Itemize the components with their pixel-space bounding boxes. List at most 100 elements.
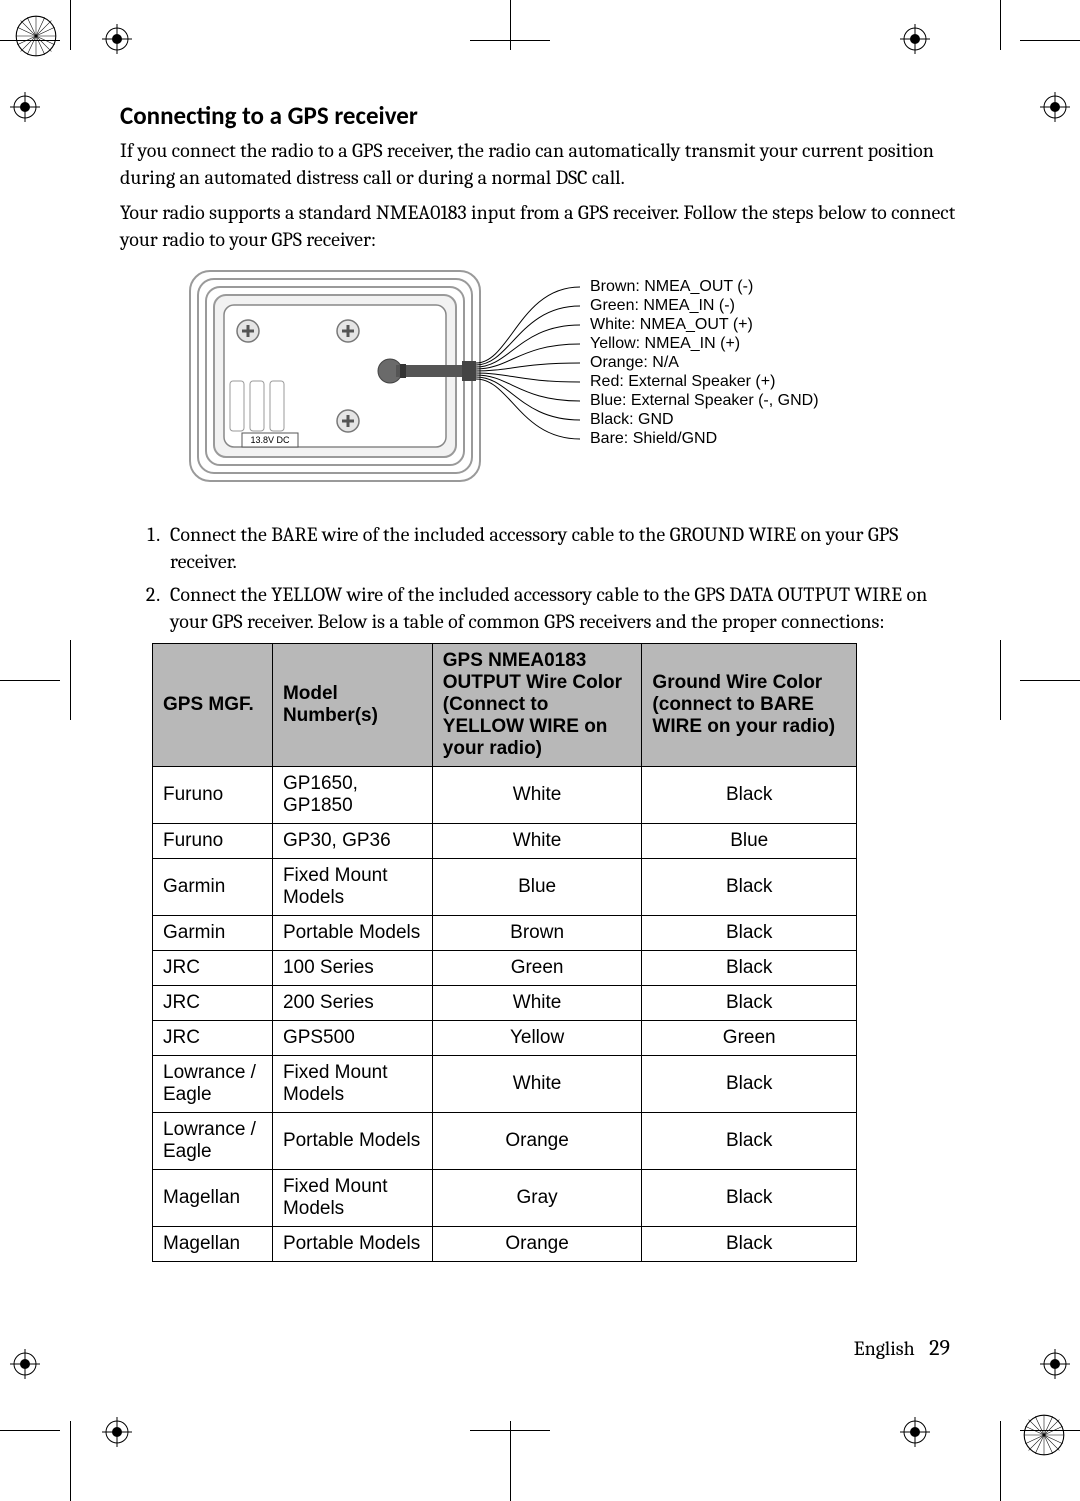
wire-label: Red: External Speaker (+) (590, 373, 775, 390)
registration-mark-icon (10, 1349, 40, 1379)
wire-label: Orange: N/A (590, 354, 679, 371)
table-cell: Black (642, 986, 857, 1021)
table-cell: Orange (432, 1227, 642, 1262)
registration-mark-icon (1040, 92, 1070, 122)
table-row: JRCGPS500YellowGreen (153, 1021, 857, 1056)
table-cell: Black (642, 1056, 857, 1113)
gps-wire-table: GPS MGF. Model Number(s) GPS NMEA0183 OU… (152, 643, 857, 1262)
table-cell: Lowrance / Eagle (153, 1113, 273, 1170)
wire-label: Brown: NMEA_OUT (-) (590, 278, 753, 295)
step-item: Connect the YELLOW wire of the included … (164, 581, 960, 635)
table-cell: Blue (642, 824, 857, 859)
step-item: Connect the BARE wire of the included ac… (164, 521, 960, 575)
table-header: GPS NMEA0183 OUTPUT Wire Color (Connect … (432, 644, 642, 767)
wire-label: Bare: Shield/GND (590, 430, 717, 447)
crop-mark-icon (470, 1430, 550, 1431)
corner-ornament-icon (14, 14, 58, 58)
crop-mark-icon (1000, 640, 1001, 720)
table-cell: Garmin (153, 916, 273, 951)
table-cell: 100 Series (272, 951, 432, 986)
intro-paragraph-1: If you connect the radio to a GPS receiv… (120, 137, 960, 191)
table-cell: Lowrance / Eagle (153, 1056, 273, 1113)
crop-mark-icon (0, 40, 60, 41)
section-title: Connecting to a GPS receiver (120, 100, 960, 131)
table-header-row: GPS MGF. Model Number(s) GPS NMEA0183 OU… (153, 644, 857, 767)
crop-mark-icon (510, 0, 511, 50)
table-cell: Furuno (153, 767, 273, 824)
table-row: FurunoGP1650, GP1850WhiteBlack (153, 767, 857, 824)
table-cell: Brown (432, 916, 642, 951)
page-footer: English 29 (854, 1335, 950, 1361)
table-cell: Blue (432, 859, 642, 916)
registration-mark-icon (1040, 1349, 1070, 1379)
table-cell: Gray (432, 1170, 642, 1227)
table-cell: Black (642, 1113, 857, 1170)
table-row: JRC200 SeriesWhiteBlack (153, 986, 857, 1021)
table-header: GPS MGF. (153, 644, 273, 767)
table-cell: Fixed Mount Models (272, 859, 432, 916)
table-cell: Black (642, 767, 857, 824)
registration-mark-icon (102, 24, 132, 54)
table-cell: Black (642, 1170, 857, 1227)
wire-label: Green: NMEA_IN (-) (590, 297, 735, 314)
crop-mark-icon (1020, 680, 1080, 681)
wire-label: Blue: External Speaker (-, GND) (590, 392, 819, 409)
step-list: Connect the BARE wire of the included ac… (120, 521, 960, 635)
crop-mark-icon (0, 680, 60, 681)
crop-mark-icon (70, 640, 71, 720)
table-cell: White (432, 986, 642, 1021)
crop-mark-icon (1000, 0, 1001, 50)
table-row: JRC100 SeriesGreenBlack (153, 951, 857, 986)
crop-mark-icon (70, 1421, 71, 1501)
crop-mark-icon (1000, 1421, 1001, 1501)
table-cell: GPS500 (272, 1021, 432, 1056)
table-cell: GP1650, GP1850 (272, 767, 432, 824)
table-cell: GP30, GP36 (272, 824, 432, 859)
crop-mark-icon (0, 1430, 60, 1431)
table-cell: JRC (153, 951, 273, 986)
table-header: Ground Wire Color (connect to BARE WIRE … (642, 644, 857, 767)
table-cell: Portable Models (272, 1227, 432, 1262)
footer-page-number: 29 (929, 1335, 950, 1361)
crop-mark-icon (70, 0, 71, 50)
table-cell: Green (642, 1021, 857, 1056)
wiring-diagram: 13.8V DC Brown: NMEA_OUT (-) Green: NMEA… (180, 261, 900, 491)
table-cell: White (432, 824, 642, 859)
corner-ornament-icon (1022, 1413, 1066, 1457)
table-row: GarminFixed Mount ModelsBlueBlack (153, 859, 857, 916)
page: Connecting to a GPS receiver If you conn… (0, 0, 1080, 1471)
intro-paragraph-2: Your radio supports a standard NMEA0183 … (120, 199, 960, 253)
crop-mark-icon (470, 40, 550, 41)
crop-mark-icon (510, 1421, 511, 1501)
table-cell: White (432, 1056, 642, 1113)
table-cell: Furuno (153, 824, 273, 859)
wire-label: Black: GND (590, 411, 674, 428)
registration-mark-icon (900, 1417, 930, 1447)
dc-label: 13.8V DC (250, 435, 290, 445)
table-row: MagellanFixed Mount ModelsGrayBlack (153, 1170, 857, 1227)
table-row: MagellanPortable ModelsOrangeBlack (153, 1227, 857, 1262)
wire-label: Yellow: NMEA_IN (+) (590, 335, 740, 352)
table-cell: Orange (432, 1113, 642, 1170)
table-cell: Magellan (153, 1170, 273, 1227)
table-cell: Magellan (153, 1227, 273, 1262)
table-cell: Fixed Mount Models (272, 1170, 432, 1227)
table-cell: Fixed Mount Models (272, 1056, 432, 1113)
registration-mark-icon (900, 24, 930, 54)
table-cell: Black (642, 951, 857, 986)
crop-mark-icon (1020, 1430, 1080, 1431)
table-row: FurunoGP30, GP36WhiteBlue (153, 824, 857, 859)
table-row: GarminPortable ModelsBrownBlack (153, 916, 857, 951)
table-row: Lowrance / EaglePortable ModelsOrangeBla… (153, 1113, 857, 1170)
footer-language: English (854, 1337, 915, 1360)
table-cell: Green (432, 951, 642, 986)
registration-mark-icon (102, 1417, 132, 1447)
table-cell: JRC (153, 1021, 273, 1056)
table-cell: Black (642, 1227, 857, 1262)
table-cell: 200 Series (272, 986, 432, 1021)
table-cell: Black (642, 916, 857, 951)
table-cell: Garmin (153, 859, 273, 916)
table-header: Model Number(s) (272, 644, 432, 767)
registration-mark-icon (10, 92, 40, 122)
table-cell: White (432, 767, 642, 824)
